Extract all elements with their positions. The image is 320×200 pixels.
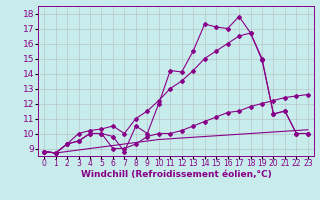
X-axis label: Windchill (Refroidissement éolien,°C): Windchill (Refroidissement éolien,°C): [81, 170, 271, 179]
